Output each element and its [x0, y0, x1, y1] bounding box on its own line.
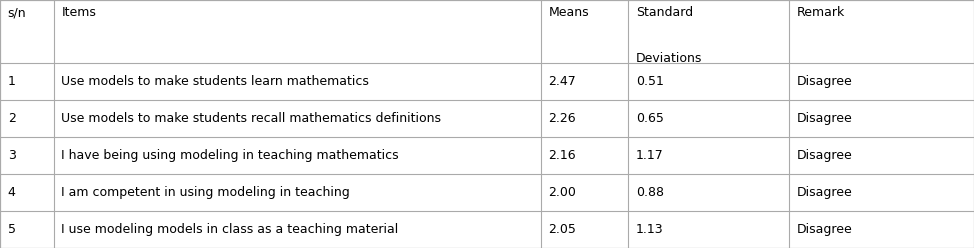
Text: 4: 4 — [8, 186, 16, 199]
Text: I use modeling models in class as a teaching material: I use modeling models in class as a teac… — [61, 223, 398, 236]
Text: 2.05: 2.05 — [548, 223, 577, 236]
Text: 2.00: 2.00 — [548, 186, 577, 199]
Text: Disagree: Disagree — [797, 149, 852, 162]
Text: 0.51: 0.51 — [636, 75, 664, 88]
Text: Use models to make students recall mathematics definitions: Use models to make students recall mathe… — [61, 112, 441, 125]
Text: Items: Items — [61, 6, 96, 19]
Text: 2.26: 2.26 — [548, 112, 576, 125]
Text: I have being using modeling in teaching mathematics: I have being using modeling in teaching … — [61, 149, 399, 162]
Text: Use models to make students learn mathematics: Use models to make students learn mathem… — [61, 75, 369, 88]
Text: Remark: Remark — [797, 6, 845, 19]
Text: 2.47: 2.47 — [548, 75, 576, 88]
Text: 1: 1 — [8, 75, 16, 88]
Text: Disagree: Disagree — [797, 223, 852, 236]
Text: Standard

Deviations: Standard Deviations — [636, 6, 702, 65]
Text: Disagree: Disagree — [797, 75, 852, 88]
Text: 0.65: 0.65 — [636, 112, 664, 125]
Text: 0.88: 0.88 — [636, 186, 664, 199]
Text: Means: Means — [548, 6, 589, 19]
Text: Disagree: Disagree — [797, 112, 852, 125]
Text: 1.17: 1.17 — [636, 149, 663, 162]
Text: 3: 3 — [8, 149, 16, 162]
Text: 2.16: 2.16 — [548, 149, 576, 162]
Text: 5: 5 — [8, 223, 16, 236]
Text: Disagree: Disagree — [797, 186, 852, 199]
Text: 1.13: 1.13 — [636, 223, 663, 236]
Text: 2: 2 — [8, 112, 16, 125]
Text: I am competent in using modeling in teaching: I am competent in using modeling in teac… — [61, 186, 350, 199]
Text: s/n: s/n — [8, 6, 26, 19]
